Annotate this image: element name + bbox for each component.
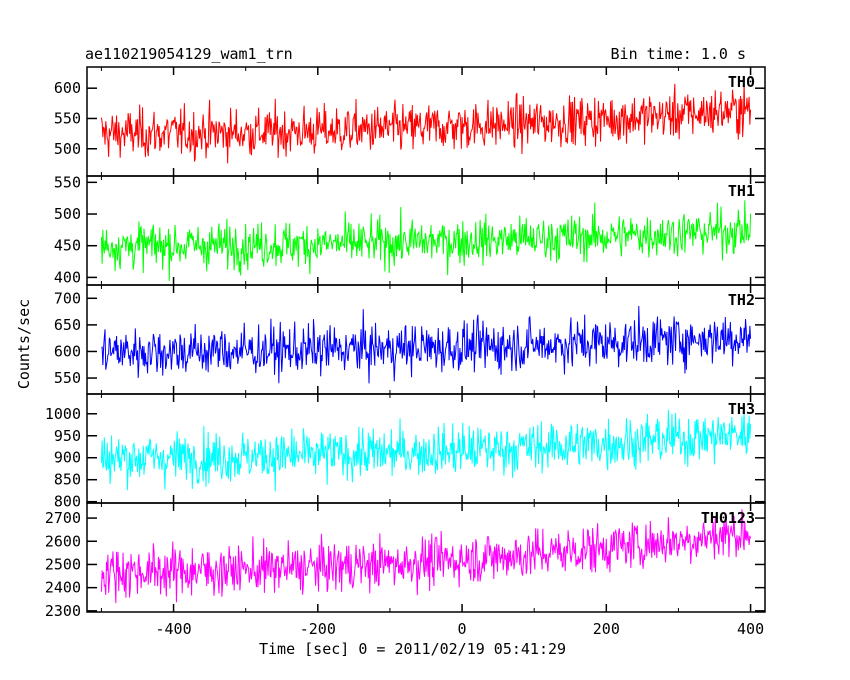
x-tick-label: -400 bbox=[155, 620, 191, 638]
y-tick-label: 500 bbox=[54, 140, 81, 158]
y-tick-label: 900 bbox=[54, 449, 81, 467]
series-line-th0123 bbox=[100, 509, 752, 604]
y-tick-label: 2300 bbox=[45, 602, 81, 620]
x-axis-label: Time [sec] 0 = 2011/02/19 05:41:29 bbox=[259, 640, 567, 658]
y-tick-label: 400 bbox=[54, 268, 81, 286]
y-tick-label: 550 bbox=[54, 109, 81, 127]
series-line-th0 bbox=[100, 81, 752, 164]
series-line-th3 bbox=[100, 409, 752, 492]
y-tick-label: 2400 bbox=[45, 579, 81, 597]
y-tick-label: 2700 bbox=[45, 509, 81, 527]
x-tick-label: 0 bbox=[458, 620, 467, 638]
series-label-th3: TH3 bbox=[728, 400, 755, 418]
series-label-th2: TH2 bbox=[728, 291, 755, 309]
series-label-th1: TH1 bbox=[728, 182, 755, 200]
bin-time-label: Bin time: 1.0 s bbox=[610, 45, 746, 63]
series-line-th1 bbox=[100, 200, 752, 282]
x-tick-label: 400 bbox=[737, 620, 764, 638]
y-tick-label: 450 bbox=[54, 237, 81, 255]
y-tick-label: 550 bbox=[54, 369, 81, 387]
y-tick-label: 600 bbox=[54, 342, 81, 360]
y-tick-label: 1000 bbox=[45, 405, 81, 423]
y-tick-label: 950 bbox=[54, 427, 81, 445]
y-tick-label: 850 bbox=[54, 471, 81, 489]
panel-frame-th0123 bbox=[86, 502, 766, 613]
series-line-th2 bbox=[101, 305, 752, 384]
series-label-th0: TH0 bbox=[728, 73, 755, 91]
source-label: ae110219054129_wam1_trn bbox=[85, 45, 293, 63]
y-tick-label: 600 bbox=[54, 79, 81, 97]
x-tick-label: -200 bbox=[300, 620, 336, 638]
y-tick-label: 2600 bbox=[45, 532, 81, 550]
y-tick-label: 800 bbox=[54, 493, 81, 511]
y-tick-label: 2500 bbox=[45, 555, 81, 573]
y-tick-label: 550 bbox=[54, 173, 81, 191]
y-axis-label: Counts/sec bbox=[15, 298, 33, 390]
series-label-th0123: TH0123 bbox=[701, 509, 755, 527]
y-tick-label: 500 bbox=[54, 205, 81, 223]
y-tick-label: 700 bbox=[54, 289, 81, 307]
x-tick-label: 200 bbox=[593, 620, 620, 638]
y-tick-label: 650 bbox=[54, 316, 81, 334]
